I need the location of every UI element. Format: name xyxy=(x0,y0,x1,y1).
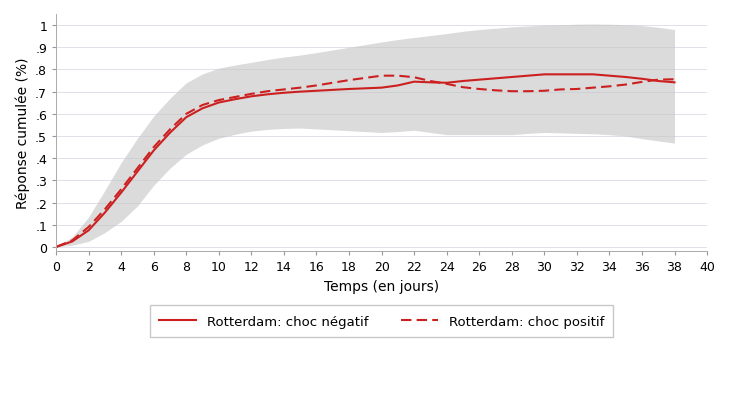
Rotterdam: choc négatif: (2, 0.075): choc négatif: (2, 0.075) xyxy=(84,228,93,233)
Rotterdam: choc négatif: (34, 0.772): choc négatif: (34, 0.772) xyxy=(605,74,614,79)
Rotterdam: choc négatif: (16, 0.704): choc négatif: (16, 0.704) xyxy=(312,89,321,94)
Rotterdam: choc positif: (36, 0.744): choc positif: (36, 0.744) xyxy=(637,80,646,85)
Rotterdam: choc positif: (6, 0.45): choc positif: (6, 0.45) xyxy=(150,145,158,150)
Rotterdam: choc positif: (3, 0.17): choc positif: (3, 0.17) xyxy=(101,207,110,212)
Rotterdam: choc négatif: (32, 0.778): choc négatif: (32, 0.778) xyxy=(572,73,581,78)
Rotterdam: choc positif: (7, 0.53): choc positif: (7, 0.53) xyxy=(166,128,174,133)
Rotterdam: choc négatif: (37, 0.748): choc négatif: (37, 0.748) xyxy=(654,79,663,84)
Rotterdam: choc positif: (30, 0.704): choc positif: (30, 0.704) xyxy=(540,89,549,94)
Rotterdam: choc positif: (35, 0.732): choc positif: (35, 0.732) xyxy=(621,83,630,88)
Rotterdam: choc négatif: (9, 0.625): choc négatif: (9, 0.625) xyxy=(198,107,207,112)
Rotterdam: choc positif: (17, 0.74): choc positif: (17, 0.74) xyxy=(328,81,337,86)
Rotterdam: choc positif: (14, 0.71): choc positif: (14, 0.71) xyxy=(280,88,288,93)
Rotterdam: choc négatif: (3, 0.155): choc négatif: (3, 0.155) xyxy=(101,211,110,216)
Rotterdam: choc positif: (5, 0.355): choc positif: (5, 0.355) xyxy=(133,166,142,171)
Rotterdam: choc positif: (18, 0.752): choc positif: (18, 0.752) xyxy=(345,79,353,83)
Rotterdam: choc négatif: (18, 0.712): choc négatif: (18, 0.712) xyxy=(345,87,353,92)
Rotterdam: choc positif: (1, 0.03): choc positif: (1, 0.03) xyxy=(68,238,77,243)
Rotterdam: choc négatif: (29, 0.772): choc négatif: (29, 0.772) xyxy=(523,74,532,79)
Rotterdam: choc positif: (2, 0.09): choc positif: (2, 0.09) xyxy=(84,225,93,230)
Rotterdam: choc négatif: (6, 0.435): choc négatif: (6, 0.435) xyxy=(150,148,158,153)
Rotterdam: choc positif: (8, 0.6): choc positif: (8, 0.6) xyxy=(182,112,191,117)
Line: Rotterdam: choc positif: Rotterdam: choc positif xyxy=(56,76,675,247)
Rotterdam: choc négatif: (17, 0.708): choc négatif: (17, 0.708) xyxy=(328,88,337,93)
Rotterdam: choc positif: (15, 0.718): choc positif: (15, 0.718) xyxy=(296,86,304,91)
Rotterdam: choc négatif: (12, 0.679): choc négatif: (12, 0.679) xyxy=(247,94,255,99)
Rotterdam: choc négatif: (5, 0.34): choc négatif: (5, 0.34) xyxy=(133,170,142,175)
Rotterdam: choc négatif: (24, 0.74): choc négatif: (24, 0.74) xyxy=(442,81,451,86)
Rotterdam: choc positif: (31, 0.71): choc positif: (31, 0.71) xyxy=(556,88,565,93)
Rotterdam: choc négatif: (20, 0.718): choc négatif: (20, 0.718) xyxy=(377,86,386,91)
Rotterdam: choc négatif: (25, 0.748): choc négatif: (25, 0.748) xyxy=(458,79,467,84)
Rotterdam: choc négatif: (30, 0.778): choc négatif: (30, 0.778) xyxy=(540,73,549,78)
Rotterdam: choc négatif: (31, 0.778): choc négatif: (31, 0.778) xyxy=(556,73,565,78)
Rotterdam: choc négatif: (10, 0.651): choc négatif: (10, 0.651) xyxy=(215,101,223,106)
Rotterdam: choc positif: (37, 0.754): choc positif: (37, 0.754) xyxy=(654,78,663,83)
Rotterdam: choc positif: (9, 0.64): choc positif: (9, 0.64) xyxy=(198,103,207,108)
Rotterdam: choc négatif: (13, 0.688): choc négatif: (13, 0.688) xyxy=(264,92,272,97)
Rotterdam: choc positif: (20, 0.772): choc positif: (20, 0.772) xyxy=(377,74,386,79)
Rotterdam: choc négatif: (23, 0.742): choc négatif: (23, 0.742) xyxy=(426,81,435,85)
Rotterdam: choc positif: (19, 0.762): choc positif: (19, 0.762) xyxy=(361,76,369,81)
Rotterdam: choc négatif: (8, 0.585): choc négatif: (8, 0.585) xyxy=(182,115,191,120)
Rotterdam: choc positif: (21, 0.772): choc positif: (21, 0.772) xyxy=(393,74,402,79)
Rotterdam: choc négatif: (27, 0.76): choc négatif: (27, 0.76) xyxy=(491,76,500,81)
Rotterdam: choc négatif: (4, 0.245): choc négatif: (4, 0.245) xyxy=(117,191,126,196)
Rotterdam: choc positif: (11, 0.676): choc positif: (11, 0.676) xyxy=(231,95,239,100)
Rotterdam: choc négatif: (38, 0.742): choc négatif: (38, 0.742) xyxy=(670,81,679,85)
Rotterdam: choc négatif: (22, 0.745): choc négatif: (22, 0.745) xyxy=(410,80,418,85)
X-axis label: Temps (en jours): Temps (en jours) xyxy=(324,279,439,293)
Rotterdam: choc positif: (12, 0.69): choc positif: (12, 0.69) xyxy=(247,92,255,97)
Rotterdam: choc positif: (29, 0.702): choc positif: (29, 0.702) xyxy=(523,90,532,94)
Y-axis label: Réponse cumulée (%): Réponse cumulée (%) xyxy=(15,58,29,209)
Legend: Rotterdam: choc négatif, Rotterdam: choc positif: Rotterdam: choc négatif, Rotterdam: choc… xyxy=(150,306,613,337)
Rotterdam: choc positif: (33, 0.718): choc positif: (33, 0.718) xyxy=(589,86,598,91)
Rotterdam: choc négatif: (21, 0.728): choc négatif: (21, 0.728) xyxy=(393,84,402,89)
Rotterdam: choc positif: (27, 0.706): choc positif: (27, 0.706) xyxy=(491,89,500,94)
Rotterdam: choc négatif: (19, 0.715): choc négatif: (19, 0.715) xyxy=(361,87,369,92)
Rotterdam: choc négatif: (14, 0.695): choc négatif: (14, 0.695) xyxy=(280,91,288,96)
Rotterdam: choc négatif: (26, 0.754): choc négatif: (26, 0.754) xyxy=(474,78,483,83)
Rotterdam: choc positif: (32, 0.712): choc positif: (32, 0.712) xyxy=(572,87,581,92)
Rotterdam: choc négatif: (1, 0.025): choc négatif: (1, 0.025) xyxy=(68,239,77,244)
Rotterdam: choc négatif: (11, 0.666): choc négatif: (11, 0.666) xyxy=(231,97,239,102)
Rotterdam: choc positif: (0, 0): choc positif: (0, 0) xyxy=(52,245,61,250)
Rotterdam: choc négatif: (0, 0): choc négatif: (0, 0) xyxy=(52,245,61,250)
Rotterdam: choc négatif: (7, 0.515): choc négatif: (7, 0.515) xyxy=(166,131,174,136)
Rotterdam: choc négatif: (36, 0.758): choc négatif: (36, 0.758) xyxy=(637,77,646,82)
Rotterdam: choc négatif: (28, 0.766): choc négatif: (28, 0.766) xyxy=(507,75,516,80)
Rotterdam: choc positif: (10, 0.662): choc positif: (10, 0.662) xyxy=(215,99,223,103)
Rotterdam: choc positif: (23, 0.748): choc positif: (23, 0.748) xyxy=(426,79,435,84)
Rotterdam: choc négatif: (33, 0.778): choc négatif: (33, 0.778) xyxy=(589,73,598,78)
Rotterdam: choc positif: (22, 0.765): choc positif: (22, 0.765) xyxy=(410,76,418,81)
Line: Rotterdam: choc négatif: Rotterdam: choc négatif xyxy=(56,75,675,247)
Rotterdam: choc positif: (24, 0.735): choc positif: (24, 0.735) xyxy=(442,82,451,87)
Rotterdam: choc positif: (25, 0.72): choc positif: (25, 0.72) xyxy=(458,85,467,90)
Rotterdam: choc positif: (4, 0.26): choc positif: (4, 0.26) xyxy=(117,187,126,192)
Rotterdam: choc positif: (38, 0.756): choc positif: (38, 0.756) xyxy=(670,78,679,83)
Rotterdam: choc positif: (16, 0.728): choc positif: (16, 0.728) xyxy=(312,84,321,89)
Rotterdam: choc positif: (13, 0.702): choc positif: (13, 0.702) xyxy=(264,90,272,94)
Rotterdam: choc négatif: (35, 0.766): choc négatif: (35, 0.766) xyxy=(621,75,630,80)
Rotterdam: choc positif: (28, 0.702): choc positif: (28, 0.702) xyxy=(507,90,516,94)
Rotterdam: choc positif: (26, 0.712): choc positif: (26, 0.712) xyxy=(474,87,483,92)
Rotterdam: choc négatif: (15, 0.7): choc négatif: (15, 0.7) xyxy=(296,90,304,95)
Rotterdam: choc positif: (34, 0.724): choc positif: (34, 0.724) xyxy=(605,85,614,90)
